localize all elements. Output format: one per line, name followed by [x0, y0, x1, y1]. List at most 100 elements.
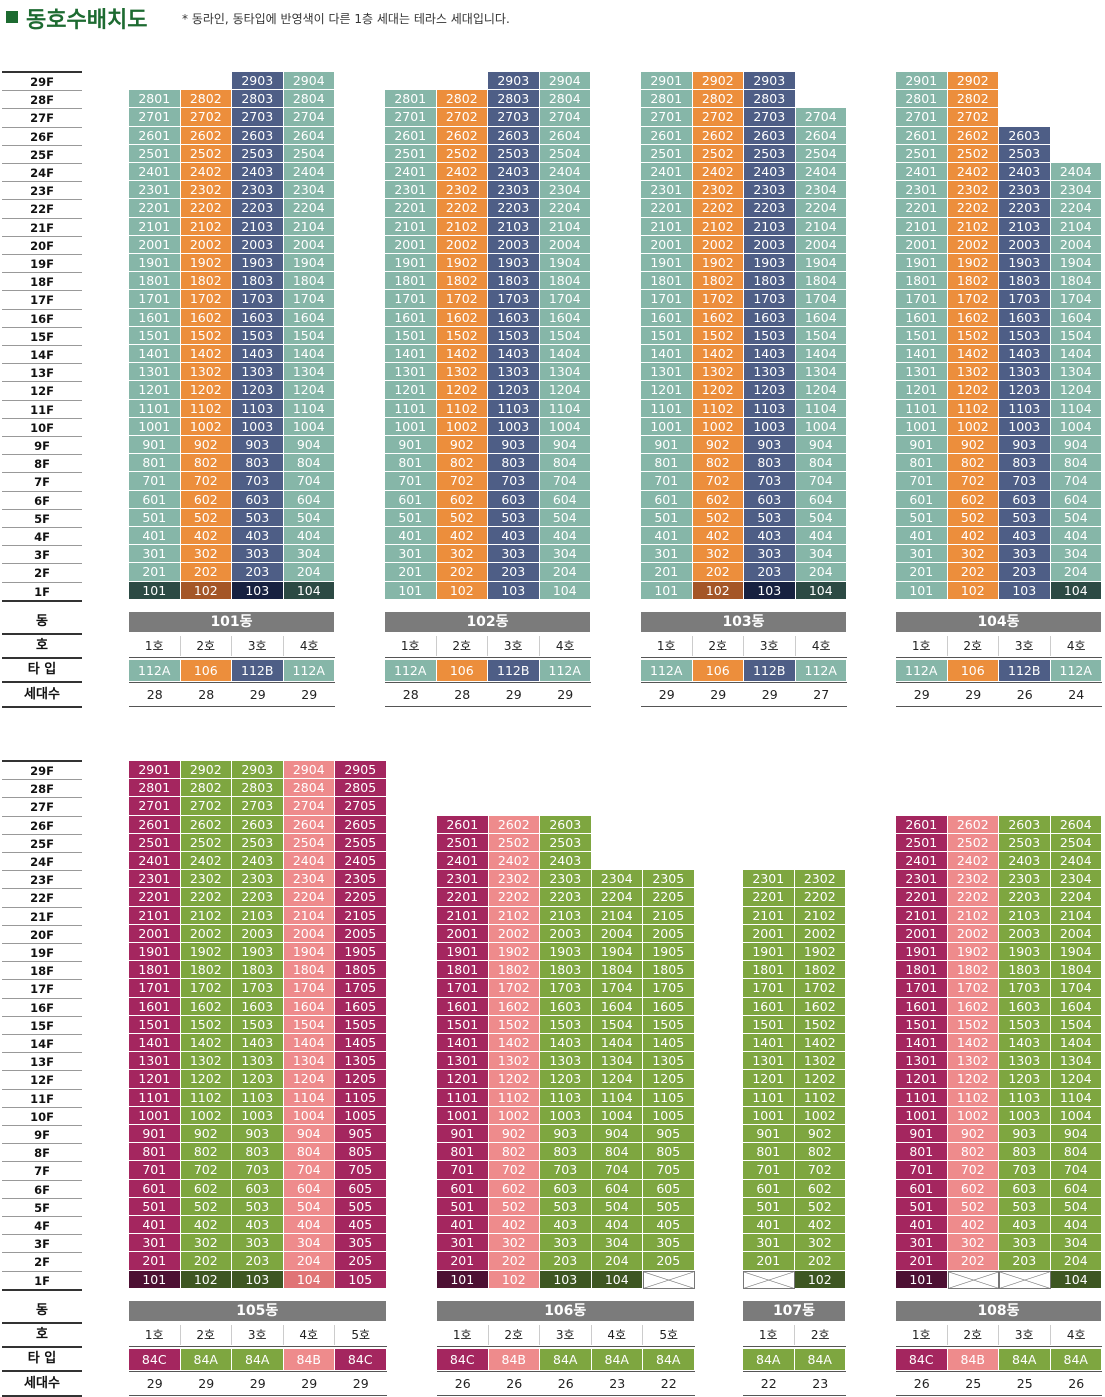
unit-cell: 2603	[232, 815, 284, 834]
floor-label: 9F	[34, 439, 50, 453]
floor-separator	[2, 508, 82, 510]
type-badge: 84A	[232, 1348, 284, 1370]
unit-cell: 204	[283, 563, 335, 582]
unit-cell: 2604	[539, 126, 591, 145]
unit-cell: 1202	[180, 381, 232, 400]
floor-separator	[2, 272, 82, 274]
unit-cell: 502	[436, 508, 488, 527]
floor-label: 17F	[30, 982, 54, 997]
unit-cell: 803	[488, 454, 540, 473]
unit-cell: 1303	[999, 363, 1051, 382]
household-count: 29	[913, 686, 930, 702]
unit-cell: 2604	[795, 126, 847, 145]
unit-cell: 2603	[488, 126, 540, 145]
ho-label: 1호	[896, 1324, 948, 1345]
summary-rule	[129, 705, 335, 707]
unit-cell: 2304	[539, 181, 591, 200]
unit-cell: 1301	[896, 1052, 948, 1071]
floor-label: 18F	[30, 964, 54, 979]
floor-separator	[2, 563, 82, 565]
floor-label: 13F	[30, 1055, 54, 1070]
unit-cell: 302	[947, 545, 999, 564]
unit-cell: 2002	[794, 924, 846, 943]
floor-separator	[2, 1088, 82, 1090]
floor-separator	[2, 399, 82, 401]
unit-cell: 203	[540, 1252, 592, 1271]
unit-cell: 2201	[129, 888, 181, 907]
unit-cell: 1501	[896, 1015, 948, 1034]
unit-cell: 2502	[180, 833, 232, 852]
unit-cell: 2002	[692, 235, 744, 254]
unit-cell: 1004	[539, 417, 591, 436]
unit-cell: 103	[232, 581, 284, 600]
unit-cell: 403	[232, 1216, 284, 1235]
unit-cell: 1402	[947, 1034, 999, 1053]
unit-cell: 1603	[540, 997, 592, 1016]
row-label-type: 타 입	[27, 661, 57, 677]
row-label-dong: 동	[36, 613, 48, 629]
unit-cell: 1902	[947, 943, 999, 962]
unit-cell: 2502	[180, 144, 232, 163]
type-badge: 84B	[283, 1348, 335, 1370]
unit-cell: 1902	[794, 943, 846, 962]
unit-cell: 802	[947, 1143, 999, 1162]
unit-cell: 1702	[947, 979, 999, 998]
unit-cell: 403	[488, 527, 540, 546]
unit-cell: 1703	[232, 979, 284, 998]
unit-cell: 2401	[129, 852, 181, 871]
unit-cell: 1604	[795, 308, 847, 327]
type-badge: 106	[180, 659, 232, 681]
unit-cell: 2801	[896, 90, 948, 109]
unit-cell: 1203	[488, 381, 540, 400]
unit-cell: 2101	[437, 906, 489, 925]
unit-cell: 1101	[385, 399, 437, 418]
type-badge: 112A	[1050, 659, 1102, 681]
floor-separator	[2, 1034, 82, 1035]
ho-label: 4호	[284, 1324, 335, 1345]
unit-cell: 1902	[180, 254, 232, 273]
unit-cell: 1302	[436, 363, 488, 382]
unit-cell: 603	[488, 490, 540, 509]
unit-cell: 2601	[129, 815, 181, 834]
unit-cell: 103	[540, 1270, 592, 1289]
unit-cell: 405	[643, 1216, 695, 1235]
unit-cell: 2204	[283, 199, 335, 218]
unit-cell: 2202	[488, 888, 540, 907]
unit-cell: 2103	[744, 217, 796, 236]
empty-unit-cell	[743, 1270, 795, 1289]
unit-cell: 1803	[744, 272, 796, 291]
household-count: 28	[402, 686, 419, 702]
unit-cell: 2602	[436, 126, 488, 145]
unit-cell: 2002	[180, 235, 232, 254]
household-count: 27	[813, 686, 830, 702]
unit-cell: 2103	[999, 906, 1051, 925]
row-label-rule	[2, 705, 82, 708]
unit-cell: 404	[283, 1216, 335, 1235]
unit-cell: 2402	[180, 163, 232, 182]
unit-cell: 1304	[1050, 1052, 1102, 1071]
unit-cell: 101	[641, 581, 693, 600]
unit-cell: 1202	[794, 1070, 846, 1089]
unit-cell: 2902	[692, 72, 744, 91]
unit-cell: 803	[540, 1143, 592, 1162]
unit-cell: 803	[999, 1143, 1051, 1162]
unit-cell: 2204	[591, 888, 643, 907]
unit-cell: 702	[488, 1161, 540, 1180]
unit-cell: 1102	[488, 1088, 540, 1107]
unit-cell: 2603	[999, 815, 1051, 834]
unit-cell: 1501	[641, 326, 693, 345]
unit-cell: 1302	[180, 1052, 232, 1071]
unit-cell: 2701	[385, 108, 437, 127]
unit-cell: 1502	[180, 1015, 232, 1034]
unit-cell: 2001	[641, 235, 693, 254]
summary-rule	[743, 1370, 846, 1372]
floor-label: 17F	[30, 293, 54, 308]
floor-label: 21F	[30, 909, 54, 924]
unit-cell: 1803	[999, 961, 1051, 980]
type-badge: 112A	[896, 659, 948, 681]
floor-label: 23F	[30, 184, 54, 199]
floor-label: 18F	[30, 275, 54, 290]
unit-cell: 201	[129, 563, 181, 582]
unit-cell: 2102	[794, 906, 846, 925]
unit-cell: 501	[896, 508, 948, 527]
